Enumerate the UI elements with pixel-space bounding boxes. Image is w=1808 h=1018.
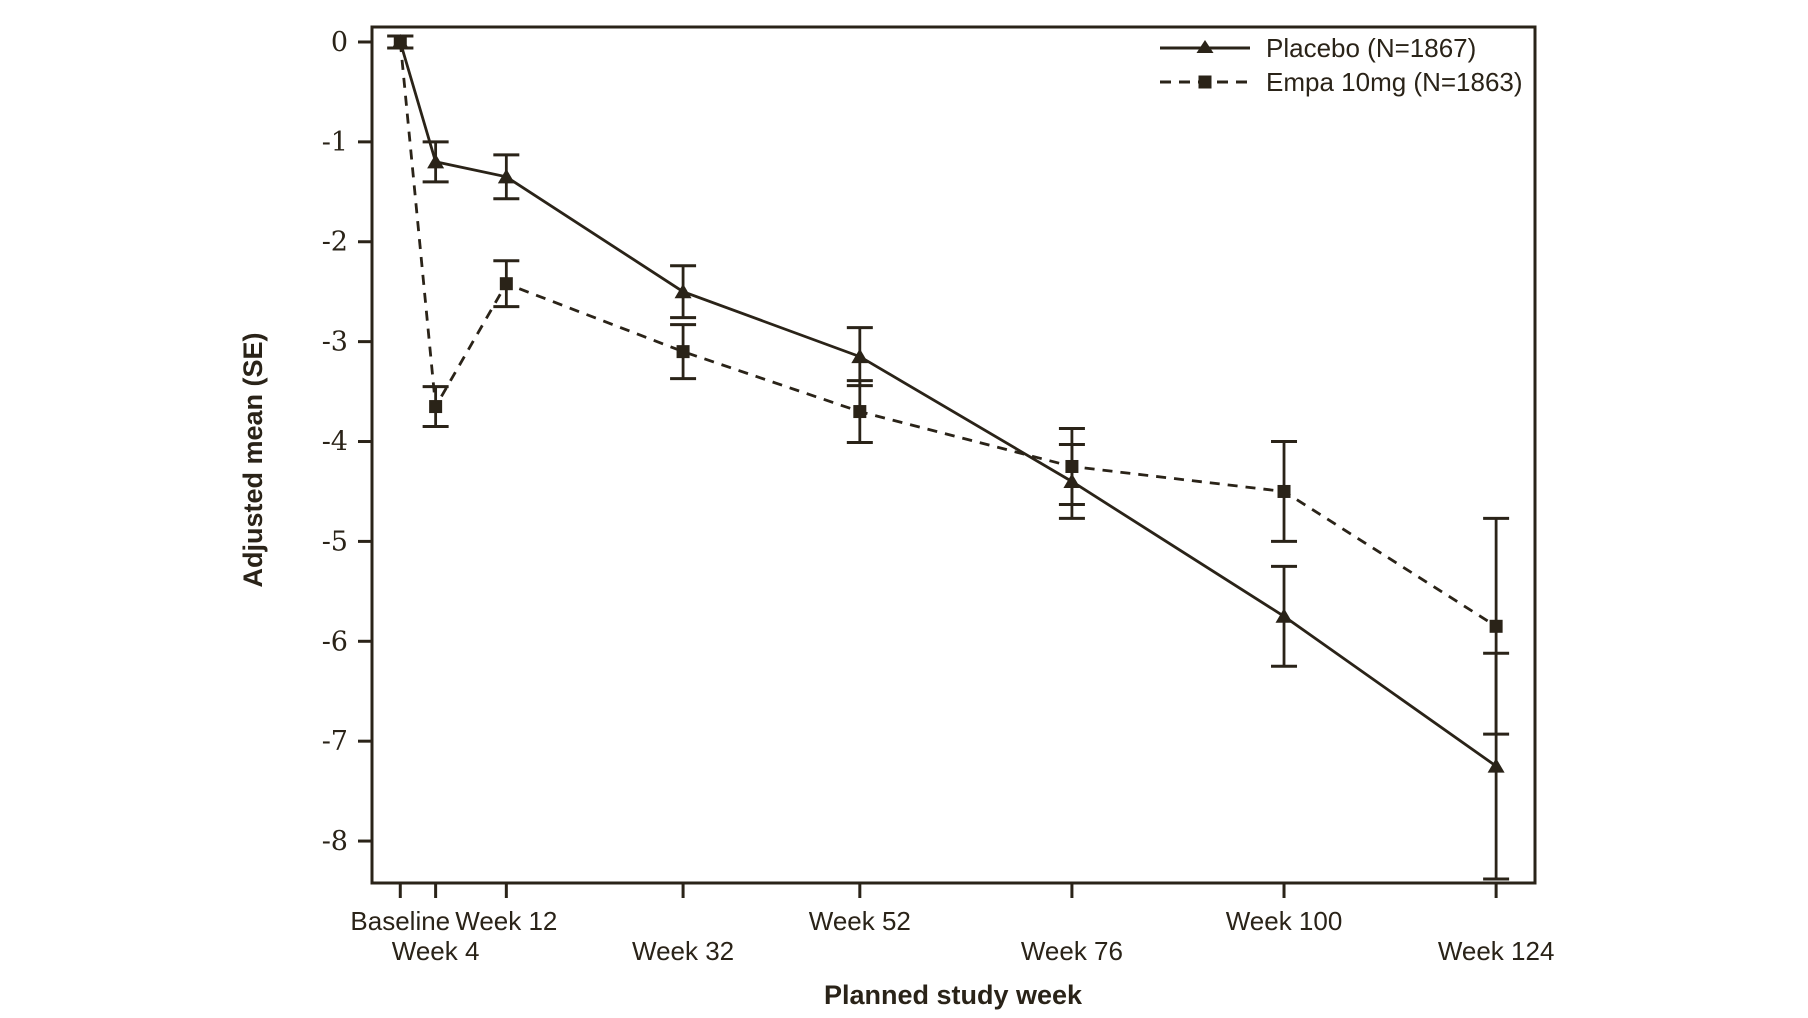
y-axis-tick-label: -7 [322,726,348,757]
y-axis-tick-label: -3 [322,327,348,358]
y-axis-tick-label: 0 [331,27,348,58]
data-marker-square-empa [853,405,867,419]
x-axis-tick-label: Week 12 [455,906,557,936]
data-marker-triangle-placebo [497,168,515,184]
x-axis-title: Planned study week [824,980,1083,1010]
data-marker-square-empa [1277,484,1291,498]
y-axis-tick-label: -8 [322,826,348,857]
x-axis-tick-label: Baseline [350,906,450,936]
y-axis-tick-label: -1 [322,127,348,158]
y-axis-title: Adjusted mean (SE) [238,332,268,587]
legend: Placebo (N=1867) Empa 10mg (N=1863) [1160,33,1523,97]
y-axis-tick-label: -5 [322,526,348,557]
legend-triangle-marker-icon [1196,40,1214,53]
y-axis-tick-label: -6 [322,626,348,657]
series-line-empa [398,41,1497,628]
series-line-placebo [398,41,1497,768]
data-marker-triangle-placebo [851,348,869,364]
x-axis-tick-label: Week 124 [1438,936,1555,966]
plot-border [370,25,1537,885]
data-marker-square-empa [676,345,690,359]
data-marker-square-empa [393,35,407,49]
x-axis-tick-label: Week 4 [392,936,480,966]
legend-label-empa: Empa 10mg (N=1863) [1266,67,1523,97]
x-axis-tick-label: Week 32 [632,936,734,966]
data-marker-square-empa [1489,619,1503,633]
data-marker-square-empa [1065,459,1079,473]
data-marker-triangle-placebo [427,153,445,169]
x-axis-tick-label: Week 76 [1021,936,1123,966]
y-axis-tick-label: -4 [322,427,348,458]
legend-label-placebo: Placebo (N=1867) [1266,33,1476,63]
x-axis-title-group: Planned study week [824,980,1083,1010]
x-axis-tick-label: Week 100 [1226,906,1343,936]
x-axis-tick-label: Week 52 [809,906,911,936]
data-marker-square-empa [499,277,513,291]
legend-square-marker-icon [1198,75,1212,89]
data-marker-triangle-placebo [1487,758,1505,773]
y-axis-tick-label: -2 [322,227,348,258]
y-axis-title-group: Adjusted mean (SE) [238,332,268,587]
data-marker-square-empa [429,400,443,414]
data-marker-triangle-placebo [674,283,692,299]
data-marker-triangle-placebo [1275,608,1293,623]
